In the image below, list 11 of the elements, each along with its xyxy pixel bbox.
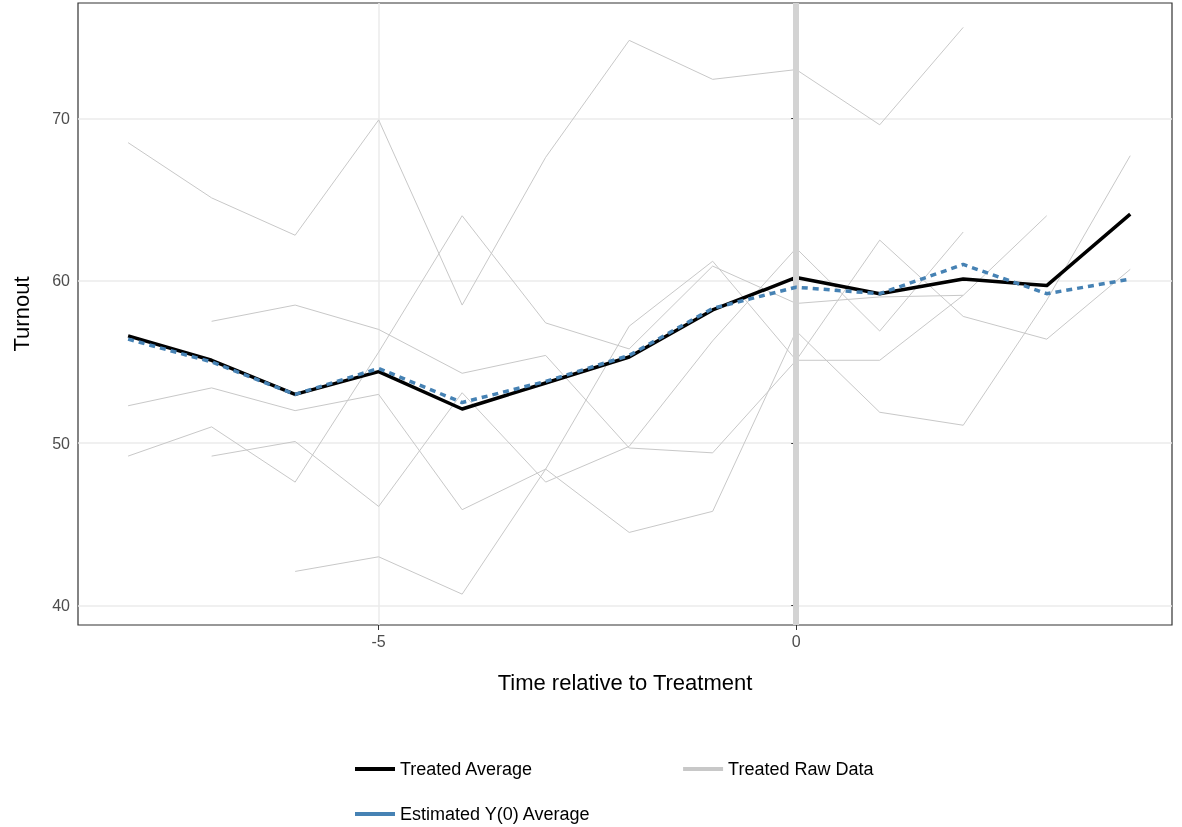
y-tick-label: 60: [52, 272, 71, 290]
y-tick-label: 50: [52, 434, 71, 452]
x-tick-label: -5: [371, 632, 386, 650]
x-axis-title: Time relative to Treatment: [497, 669, 753, 695]
legend-label: Treated Raw Data: [728, 759, 875, 779]
y-axis-title: Turnout: [8, 276, 34, 352]
legend-label: Estimated Y(0) Average: [400, 804, 590, 824]
x-tick-label: 0: [791, 632, 801, 650]
y-tick-label: 40: [52, 597, 71, 615]
legend-label: Treated Average: [400, 759, 533, 779]
y-tick-label: 70: [52, 109, 71, 127]
